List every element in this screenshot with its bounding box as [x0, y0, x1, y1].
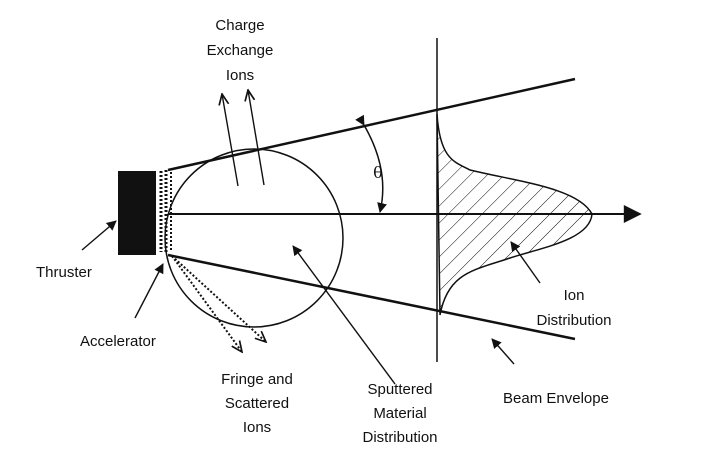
- accelerator-label: Accelerator: [80, 333, 156, 350]
- beam-envelope-callout-arrow: [491, 338, 515, 365]
- fringe-arrow-2: [171, 255, 266, 342]
- charge-exchange-arrow-2: [248, 90, 265, 186]
- theta-angle-arc: [355, 114, 387, 213]
- ion-distribution-label: Ion Distribution: [536, 287, 611, 329]
- accelerator-grid: [159, 170, 172, 253]
- sputtered-callout-arrow: [292, 245, 396, 385]
- charge-exchange-label-line2: Exchange: [207, 42, 274, 59]
- sputtered-material-label: Sputtered Material Distribution: [362, 381, 437, 446]
- ion-distribution-label-line1: Ion: [564, 287, 585, 304]
- charge-exchange-label-line3: Ions: [226, 67, 254, 84]
- ion-distribution-label-line2: Distribution: [536, 312, 611, 329]
- fringe-arrow-1: [171, 255, 242, 352]
- thruster-label: Thruster: [36, 264, 92, 281]
- charge-exchange-arrow-1: [222, 94, 239, 187]
- theta-label: θ: [373, 163, 383, 182]
- accelerator-callout-arrow: [134, 263, 164, 319]
- beam-envelope-label: Beam Envelope: [503, 390, 609, 407]
- thruster-block: [118, 171, 156, 255]
- beam-envelope-lower: [167, 253, 576, 341]
- sputtered-material-circle: [164, 148, 344, 328]
- fringe-label-line2: Scattered: [225, 395, 289, 412]
- sputtered-label-line2: Material: [373, 405, 426, 422]
- ion-distribution-callout-arrow: [510, 241, 541, 284]
- fringe-scattered-label: Fringe and Scattered Ions: [221, 371, 293, 436]
- fringe-label-line3: Ions: [243, 419, 271, 436]
- beam-envelope-upper: [167, 77, 576, 172]
- charge-exchange-label-line1: Charge: [215, 17, 264, 34]
- sputtered-label-line3: Distribution: [362, 429, 437, 446]
- thruster-callout-arrow: [81, 220, 117, 251]
- charge-exchange-label: Charge Exchange Ions: [207, 17, 274, 84]
- sputtered-label-line1: Sputtered: [367, 381, 432, 398]
- fringe-label-line1: Fringe and: [221, 371, 293, 388]
